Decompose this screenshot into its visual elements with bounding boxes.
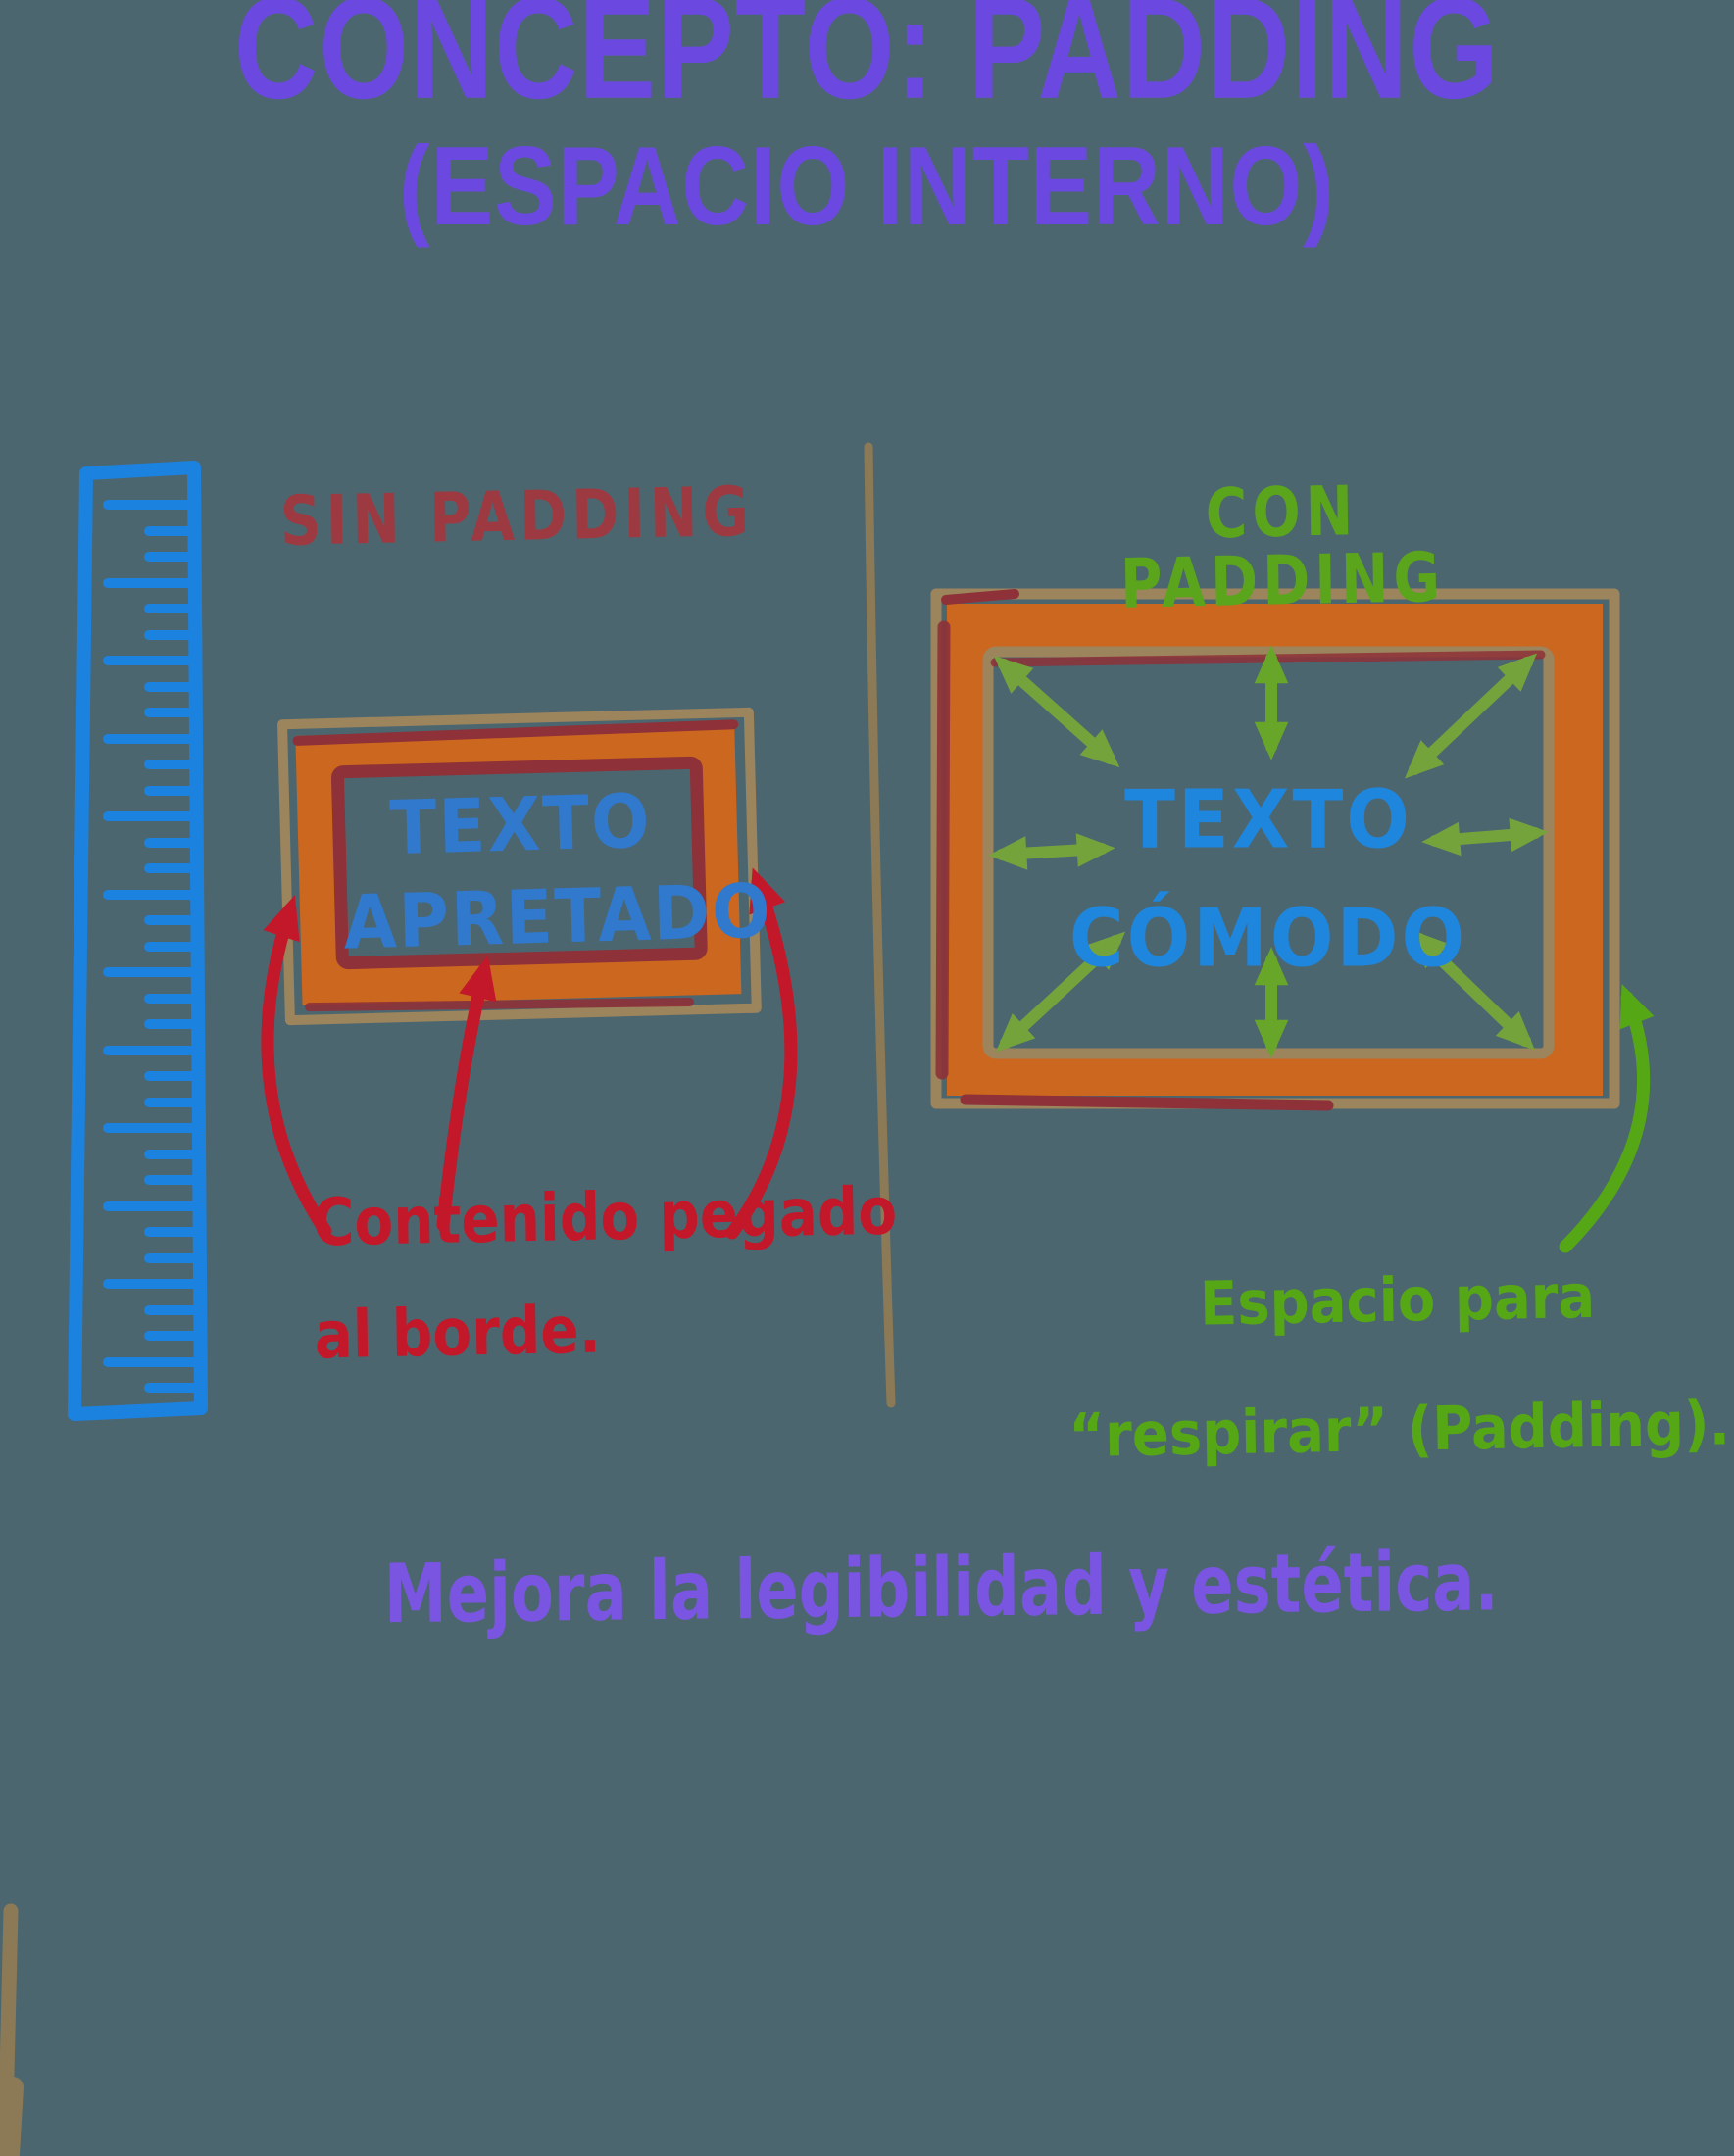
red-edge-bottom xyxy=(960,1094,1334,1111)
red-arrow-right xyxy=(725,867,798,1240)
red-arrow-left xyxy=(261,895,332,1238)
no-padding-caption-line2: al borde. xyxy=(314,1291,602,1374)
red-edge-left xyxy=(935,620,951,1080)
tight-text-line1: TEXTO xyxy=(388,777,653,872)
padding-arrow-bottom-right xyxy=(1410,929,1535,1051)
padding-caption-line1: Espacio para xyxy=(1199,1261,1596,1341)
vertical-divider-line xyxy=(864,442,896,1408)
right-panel-heading: CON PADDING xyxy=(1119,470,1446,624)
ruler-ticks xyxy=(103,500,198,1393)
left-panel-heading: SIN PADDING xyxy=(279,470,755,562)
red-edge-bottom xyxy=(305,997,695,1012)
sketch-outline xyxy=(277,707,762,1026)
comfy-text-line2: CÓMODO xyxy=(1068,890,1468,985)
ruler-icon xyxy=(68,461,208,1421)
page-title-line2: (ESPACIO INTERNO) xyxy=(399,123,1335,249)
no-padding-box xyxy=(277,707,762,1026)
padding-arrow-left xyxy=(988,833,1115,870)
comfy-text-label: TEXTO CÓMODO xyxy=(988,760,1549,998)
tight-text-label: TEXTO APRETADO xyxy=(340,773,773,969)
red-arrow-middle xyxy=(436,955,497,1232)
no-padding-caption: Contenido pegado al borde. xyxy=(312,1154,903,1392)
padding-arrow-right xyxy=(1421,817,1549,857)
arrows-pointing-at-borders xyxy=(261,867,798,1240)
edge-pen-stroke xyxy=(0,1903,24,2156)
padding-arrow-bottom-left xyxy=(995,931,1126,1053)
no-padding-caption-line1: Contenido pegado xyxy=(312,1172,898,1261)
page-title-line1: CONCEPTO: PADDING xyxy=(233,0,1501,130)
arrow-pointing-at-padding-edge xyxy=(1559,984,1655,1253)
content-box-tight xyxy=(330,756,708,970)
padding-caption: Espacio para “respirar” (Padding). xyxy=(1059,1230,1734,1501)
red-edge-top-dash xyxy=(941,589,1019,605)
padding-arrow-top-left xyxy=(993,655,1120,768)
arrows-radiating-outward xyxy=(988,645,1549,1058)
red-edge-top xyxy=(292,719,739,746)
comfy-text-line1: TEXTO xyxy=(1124,771,1412,866)
padding-caption-line2: “respirar” (Padding). xyxy=(1067,1389,1731,1472)
tight-text-line2: APRETADO xyxy=(342,867,773,966)
footer-note: Mejora la legibilidad y estética. xyxy=(383,1535,1499,1643)
padding-arrow-top-right xyxy=(1404,653,1538,779)
